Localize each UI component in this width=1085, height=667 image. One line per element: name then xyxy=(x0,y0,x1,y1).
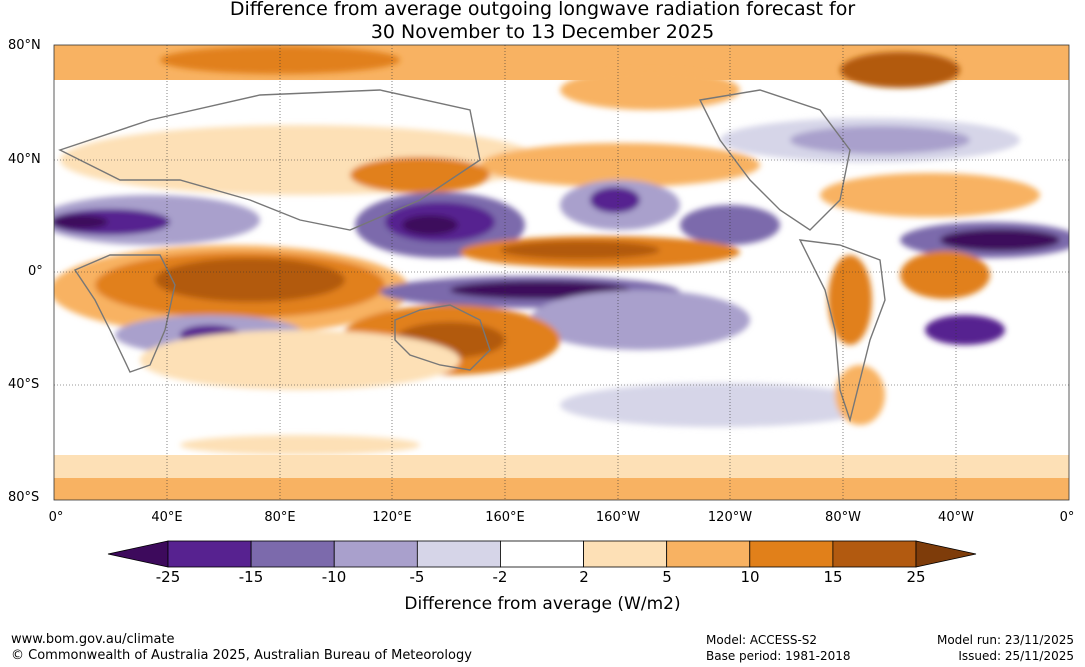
colorbar-tick-label: 25 xyxy=(906,568,926,586)
lat-label-0: 0° xyxy=(28,264,43,279)
anomaly-patch xyxy=(402,215,458,235)
anomaly-patch xyxy=(828,255,872,345)
lon-label-80w: 80°W xyxy=(825,510,861,525)
south-america-outline xyxy=(798,239,886,423)
colorbar-arrow-min xyxy=(107,540,169,568)
eurasia-outline xyxy=(58,89,481,231)
anomaly-field xyxy=(54,45,1069,500)
anomaly-patch xyxy=(480,143,760,187)
anomaly-patch xyxy=(560,383,880,427)
footer-copyright: © Commonwealth of Australia 2025, Austra… xyxy=(11,648,472,663)
colorbar-segment xyxy=(333,540,418,568)
footer-model: Model: ACCESS-S2 xyxy=(706,633,818,647)
map-gridlines xyxy=(54,45,1069,500)
map-title-line-2: 30 November to 13 December 2025 xyxy=(370,21,715,43)
lon-label-80e: 80°E xyxy=(264,510,296,525)
australia-outline xyxy=(394,304,491,371)
lon-label-40w: 40°W xyxy=(938,510,974,525)
antarctic-positive-band xyxy=(54,478,1069,500)
lat-label-80n: 80°N xyxy=(8,38,41,53)
colorbar-segment xyxy=(832,540,917,568)
colorbar-segments xyxy=(107,540,977,568)
colorbar-arrow-max xyxy=(915,540,977,568)
anomaly-patch xyxy=(180,435,420,455)
colorbar-segment xyxy=(416,540,501,568)
colorbar-tick-label: -15 xyxy=(238,568,264,586)
anomaly-patch xyxy=(590,187,640,213)
lon-label-0-left: 0° xyxy=(48,510,64,525)
anomaly-patch xyxy=(350,157,490,193)
lon-label-120e: 120°E xyxy=(372,510,412,525)
lat-label-80s: 80°S xyxy=(8,490,40,505)
colorbar-tick-label: -10 xyxy=(321,568,347,586)
anomaly-patch xyxy=(155,258,345,302)
anomaly-patch xyxy=(835,365,885,425)
colorbar-tick-label: -5 xyxy=(409,568,425,586)
map-frame xyxy=(53,44,1070,501)
colorbar-tick-label: 2 xyxy=(579,568,589,586)
lon-label-40e: 40°E xyxy=(151,510,183,525)
anomaly-patch xyxy=(530,290,750,350)
anomaly-patch xyxy=(54,215,108,229)
anomaly-patch xyxy=(840,52,960,88)
anomaly-patch xyxy=(925,315,1005,345)
africa-outline xyxy=(73,254,176,373)
anomaly-patch xyxy=(140,330,460,390)
lon-label-160w: 160°W xyxy=(595,510,641,525)
anomaly-patch xyxy=(900,251,990,299)
colorbar-label: Difference from average (W/m2) xyxy=(404,594,681,614)
colorbar-tick-label: 15 xyxy=(823,568,843,586)
map-title-line-1: Difference from average outgoing longwav… xyxy=(229,0,856,20)
footer-model-run: Model run: 23/11/2025 xyxy=(936,633,1074,647)
colorbar-tick-label: 10 xyxy=(740,568,760,586)
colorbar-segment xyxy=(583,540,668,568)
anomaly-patch xyxy=(790,126,970,154)
lat-label-40s: 40°S xyxy=(8,377,40,392)
colorbar-segment xyxy=(500,540,584,568)
anomaly-patch xyxy=(500,241,660,259)
anomaly-patch xyxy=(560,70,740,110)
anomaly-patch xyxy=(940,229,1060,251)
colorbar-segment xyxy=(749,540,834,568)
lat-label-40n: 40°N xyxy=(8,152,41,167)
footer-base-period: Base period: 1981-2018 xyxy=(706,649,851,663)
colorbar-segment xyxy=(250,540,335,568)
colorbar-segment xyxy=(167,540,252,568)
lon-label-120w: 120°W xyxy=(707,510,753,525)
lon-label-0-right: 0° xyxy=(1059,510,1075,525)
lon-label-160e: 160°E xyxy=(485,510,525,525)
colorbar-segment xyxy=(666,540,751,568)
footer-issued: Issued: 25/11/2025 xyxy=(958,649,1074,663)
colorbar-tick-label: -25 xyxy=(155,568,181,586)
anomaly-patch xyxy=(820,173,1040,217)
colorbar-tick-label: -2 xyxy=(492,568,508,586)
footer-url: www.bom.gov.au/climate xyxy=(11,632,175,647)
colorbar-tick-label: 5 xyxy=(662,568,672,586)
